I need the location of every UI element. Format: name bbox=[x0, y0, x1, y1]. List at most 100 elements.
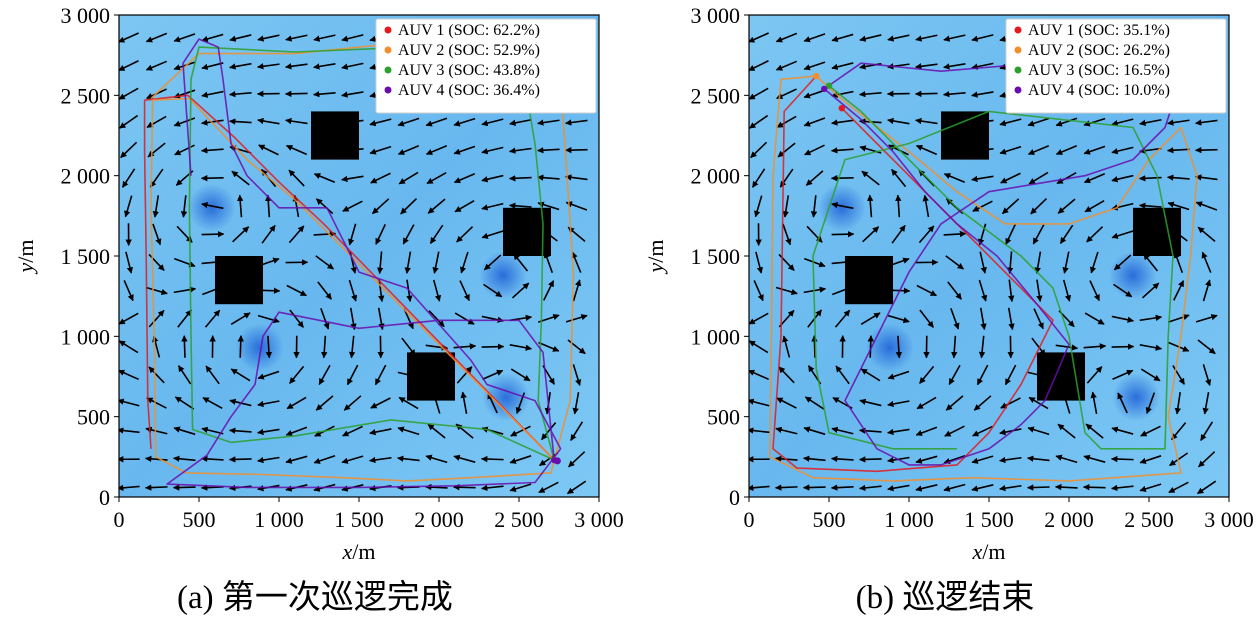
current-arrow bbox=[509, 483, 532, 492]
chart-a-svg: 0 500 1 000 1 500 2 000 2 500 3 000 0 500 1 000 1 … bbox=[13, 3, 624, 564]
current-arrow bbox=[257, 63, 280, 70]
current-arrow bbox=[232, 226, 250, 243]
current-arrow bbox=[257, 117, 280, 125]
current-arrow bbox=[145, 32, 168, 43]
obstacle bbox=[407, 352, 455, 401]
legend-label: AUV 1 (SOC: 62.2%) bbox=[398, 22, 540, 39]
current-arrow bbox=[341, 455, 364, 464]
current-arrow bbox=[804, 144, 825, 156]
current-arrow bbox=[1172, 365, 1185, 385]
current-arrow bbox=[453, 173, 476, 184]
current-arrow bbox=[570, 421, 584, 442]
current-arrow bbox=[867, 335, 874, 358]
current-arrow bbox=[999, 428, 1022, 436]
current-arrow bbox=[172, 484, 196, 491]
current-arrow bbox=[1055, 117, 1078, 127]
current-arrow bbox=[397, 144, 420, 155]
current-arrow bbox=[119, 312, 139, 325]
legend-marker bbox=[1014, 66, 1022, 74]
legend-box bbox=[1005, 18, 1227, 114]
legend-label: AUV 3 (SOC: 16.5%) bbox=[1028, 62, 1170, 79]
current-arrow bbox=[402, 224, 415, 245]
current-arrow bbox=[536, 174, 560, 181]
current-arrow bbox=[999, 118, 1022, 127]
current-arrow bbox=[177, 309, 193, 328]
current-arrow bbox=[348, 335, 356, 359]
current-arrow bbox=[146, 397, 167, 409]
current-arrow bbox=[1139, 455, 1162, 464]
current-arrow bbox=[536, 147, 560, 154]
x-axis-unit: /m bbox=[352, 539, 375, 564]
current-arrow bbox=[948, 364, 961, 386]
current-arrow bbox=[830, 484, 854, 491]
current-arrow bbox=[915, 426, 938, 436]
current-arrow bbox=[228, 118, 252, 125]
current-arrow bbox=[971, 62, 994, 70]
current-arrow bbox=[916, 284, 937, 297]
current-arrow bbox=[1027, 117, 1050, 127]
current-arrow bbox=[429, 224, 444, 244]
current-arrow bbox=[425, 117, 448, 127]
current-arrow bbox=[1139, 118, 1162, 126]
auv-1-position bbox=[838, 104, 845, 112]
current-arrow bbox=[258, 144, 279, 156]
current-arrow bbox=[943, 230, 967, 238]
current-arrow bbox=[144, 484, 168, 491]
current-arrow bbox=[918, 225, 935, 244]
current-arrow bbox=[289, 365, 305, 384]
current-arrow bbox=[999, 456, 1022, 464]
current-arrow bbox=[1139, 147, 1162, 154]
current-arrow bbox=[830, 455, 854, 463]
current-arrow bbox=[1202, 392, 1210, 415]
current-arrow bbox=[286, 284, 307, 297]
current-arrow bbox=[811, 335, 818, 358]
current-arrow bbox=[1139, 314, 1163, 322]
x-axis-var: x bbox=[972, 539, 983, 564]
current-arrow bbox=[1059, 224, 1074, 244]
current-arrow bbox=[397, 426, 420, 436]
current-arrow bbox=[456, 226, 474, 243]
current-arrow bbox=[289, 309, 304, 328]
auv-paths bbox=[143, 38, 575, 489]
current-arrow bbox=[1083, 117, 1106, 127]
current-arrow bbox=[891, 169, 907, 188]
current-arrow bbox=[320, 308, 330, 330]
current-arrow bbox=[1195, 314, 1218, 323]
current-arrow bbox=[236, 194, 244, 218]
x-tick-label: 0 bbox=[114, 507, 125, 532]
y-tick-label: 1 000 bbox=[61, 324, 111, 349]
current-arrow bbox=[750, 141, 768, 159]
x-tick-label: 2 500 bbox=[1124, 507, 1174, 532]
legend-label: AUV 1 (SOC: 35.1%) bbox=[1028, 22, 1170, 39]
current-arrow bbox=[285, 144, 308, 156]
current-arrow bbox=[999, 484, 1022, 492]
current-arrow bbox=[201, 230, 225, 238]
legend-marker bbox=[1014, 86, 1022, 94]
current-arrow bbox=[895, 335, 903, 359]
current-arrow bbox=[318, 364, 331, 386]
current-arrow bbox=[540, 422, 557, 441]
current-arrow bbox=[1196, 480, 1217, 495]
current-arrow bbox=[313, 90, 336, 98]
x-axis-var: x bbox=[342, 539, 353, 564]
x-tick-label: 2 500 bbox=[494, 507, 544, 532]
current-arrow bbox=[173, 455, 196, 462]
current-arrow bbox=[916, 396, 937, 410]
current-arrow bbox=[513, 253, 529, 272]
current-arrow bbox=[257, 400, 280, 408]
current-arrow bbox=[538, 481, 559, 494]
current-arrow bbox=[858, 456, 882, 463]
current-arrow bbox=[181, 335, 188, 358]
current-arrow bbox=[460, 391, 468, 414]
y-axis-unit: /m bbox=[643, 240, 668, 263]
current-arrow bbox=[1110, 455, 1134, 463]
current-arrow bbox=[1057, 423, 1076, 439]
current-arrow bbox=[1030, 197, 1048, 215]
current-arrow bbox=[1170, 422, 1187, 441]
current-arrow bbox=[568, 451, 586, 468]
y-tick-label: 3 000 bbox=[691, 3, 741, 28]
y-tick-label: 2 000 bbox=[61, 164, 111, 189]
current-arrow bbox=[754, 195, 763, 218]
current-arrow bbox=[119, 369, 139, 381]
current-arrow bbox=[1089, 251, 1099, 274]
